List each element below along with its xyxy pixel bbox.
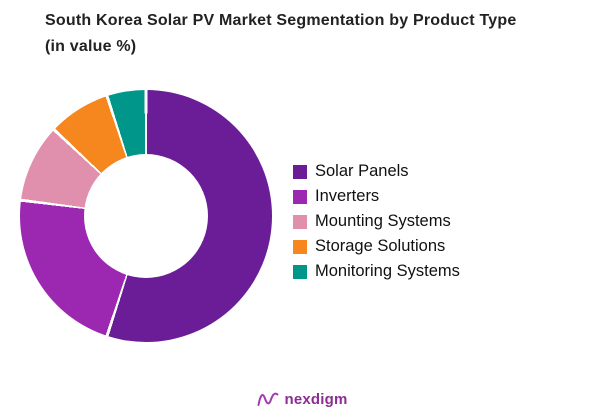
brand-name: nexdigm xyxy=(284,390,348,408)
legend-item: Inverters xyxy=(293,184,460,209)
legend-swatch xyxy=(293,239,307,254)
brand-footer: nexdigm xyxy=(0,389,605,409)
legend-item: Storage Solutions xyxy=(293,234,460,259)
donut-chart xyxy=(20,90,272,342)
chart-legend: Solar Panels Inverters Mounting Systems … xyxy=(293,159,460,284)
legend-label: Storage Solutions xyxy=(315,237,446,255)
legend-label: Mounting Systems xyxy=(315,212,451,230)
legend-label: Inverters xyxy=(315,187,380,205)
wave-icon xyxy=(257,389,279,409)
legend-item: Solar Panels xyxy=(293,159,460,184)
legend-label: Solar Panels xyxy=(315,162,409,180)
donut-hole xyxy=(84,154,208,278)
chart-title: South Korea Solar PV Market Segmentation… xyxy=(45,12,517,55)
legend-swatch xyxy=(293,189,307,204)
legend-item: Mounting Systems xyxy=(293,209,460,234)
legend-swatch xyxy=(293,164,307,179)
legend-label: Monitoring Systems xyxy=(315,262,460,280)
legend-item: Monitoring Systems xyxy=(293,259,460,284)
legend-swatch xyxy=(293,264,307,279)
legend-swatch xyxy=(293,214,307,229)
